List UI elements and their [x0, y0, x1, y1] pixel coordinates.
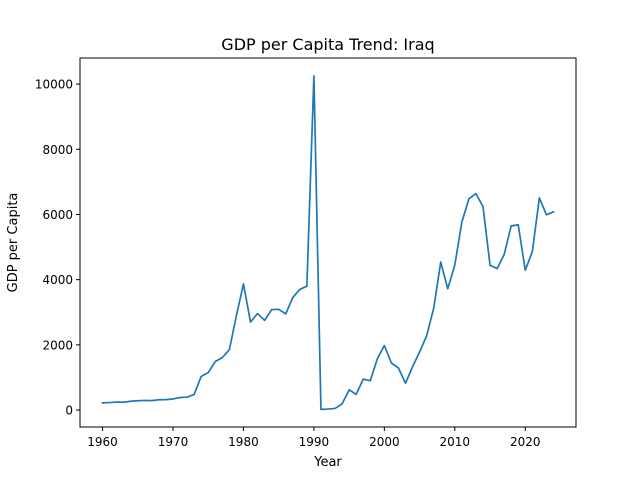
- series-line-gdp-per-capita: [101, 75, 555, 411]
- x-tick-label: 2020: [510, 435, 541, 449]
- chart-title: GDP per Capita Trend: Iraq: [221, 35, 434, 54]
- axes-frame: [79, 57, 577, 428]
- x-tick-label: 1970: [158, 435, 189, 449]
- x-tick-label: 2010: [440, 435, 471, 449]
- y-tick-label: 2000: [42, 338, 73, 352]
- x-tick-label: 1990: [299, 435, 330, 449]
- plot-area: [79, 57, 577, 428]
- y-tick-label: 10000: [35, 78, 73, 92]
- y-tick-label: 4000: [42, 273, 73, 287]
- y-tick-label: 0: [65, 404, 73, 418]
- x-tick-label: 1960: [87, 435, 118, 449]
- y-tick-label: 6000: [42, 208, 73, 222]
- x-tick-label: 1980: [228, 435, 259, 449]
- y-axis-ticks: 0 2000 4000 6000 8000 10000: [35, 78, 80, 418]
- x-axis-label: Year: [313, 455, 342, 470]
- y-tick-label: 8000: [42, 143, 73, 157]
- x-tick-label: 2000: [369, 435, 400, 449]
- x-axis-ticks: 1960 1970 1980 1990 2000 2010 2020: [87, 427, 541, 449]
- y-axis-label: GDP per Capita: [6, 193, 21, 293]
